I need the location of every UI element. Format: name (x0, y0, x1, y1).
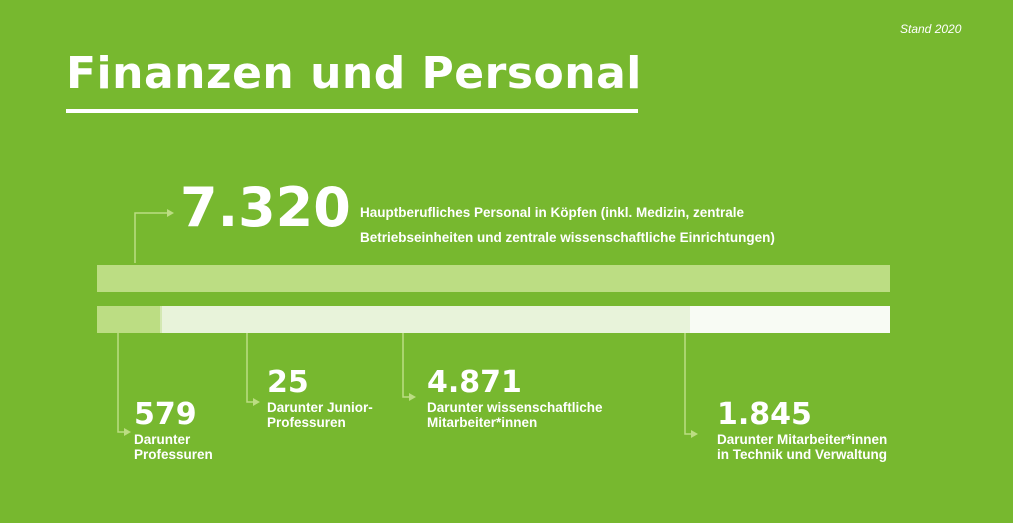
total-staff-description: Hauptberufliches Personal in Köpfen (ink… (360, 205, 775, 245)
connector-total (134, 212, 168, 263)
stat-wiss-value: 4.871 (427, 365, 522, 400)
page-title: Finanzen und Personal (66, 48, 642, 99)
stat-technik-label: Darunter Mitarbeiter*innen in Technik un… (717, 432, 888, 462)
connector-technik (684, 333, 693, 435)
total-bar (97, 265, 890, 292)
stat-professuren-value: 579 (134, 397, 197, 432)
stat-technik-value: 1.845 (717, 397, 812, 432)
arrowhead-professuren (124, 428, 131, 436)
stand-date: Stand 2020 (900, 22, 962, 36)
arrowhead-junior (253, 398, 260, 406)
connector-professuren (117, 333, 126, 433)
arrowhead-total (167, 209, 174, 217)
bar-segment-wiss (162, 306, 691, 333)
stat-professuren-label: Darunter Professuren (134, 432, 213, 462)
connector-wiss (402, 333, 411, 398)
breakdown-bar (97, 306, 890, 333)
stat-junior-label: Darunter Junior- Professuren (267, 400, 373, 430)
bar-segment-technik (690, 306, 890, 333)
total-staff-number: 7.320 (180, 176, 351, 239)
stat-wiss-label: Darunter wissenschaftliche Mitarbeiter*i… (427, 400, 603, 430)
bar-segment-junior (159, 306, 163, 333)
stat-wiss: 4.871 Darunter wissenschaftliche Mitarbe… (427, 365, 603, 431)
arrowhead-wiss (409, 393, 416, 401)
stat-junior-value: 25 (267, 365, 309, 400)
title-underline (66, 109, 638, 113)
connector-junior (246, 333, 255, 403)
bar-segment-professuren (97, 306, 160, 333)
stat-junior: 25 Darunter Junior- Professuren (267, 365, 373, 431)
stat-professuren: 579 Darunter Professuren (134, 397, 213, 463)
stat-technik: 1.845 Darunter Mitarbeiter*innen in Tech… (717, 397, 888, 463)
arrowhead-technik (691, 430, 698, 438)
